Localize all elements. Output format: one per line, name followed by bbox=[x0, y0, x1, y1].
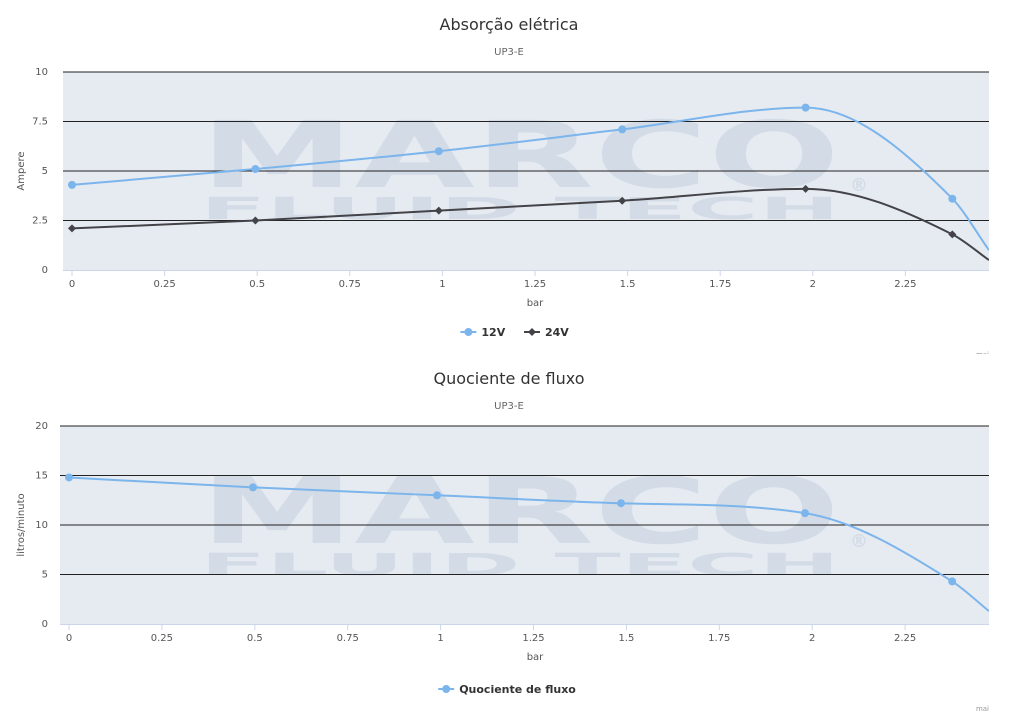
data-point bbox=[434, 206, 443, 215]
legend: 12V 24V bbox=[460, 326, 569, 339]
legend-symbol-marker bbox=[442, 685, 451, 693]
x-tick-label: 1.5 bbox=[620, 279, 636, 290]
watermark-registered: ® bbox=[850, 175, 868, 196]
x-tick-label: 0.75 bbox=[339, 279, 361, 290]
x-tick-label: 0 bbox=[66, 633, 72, 644]
y-tick-label: 5 bbox=[42, 570, 48, 581]
data-point bbox=[948, 577, 957, 586]
x-tick-label: 1.75 bbox=[709, 279, 731, 290]
x-tick-label: 0.25 bbox=[153, 279, 175, 290]
x-tick-label: 2 bbox=[810, 279, 816, 290]
series-12v bbox=[68, 103, 989, 251]
legend-symbol-marker bbox=[464, 328, 473, 336]
chart-credit: mai bbox=[976, 351, 989, 354]
legend-item[interactable]: Quociente de fluxo bbox=[438, 683, 576, 696]
legend-label: 12V bbox=[481, 326, 505, 339]
data-point bbox=[617, 499, 625, 508]
data-point bbox=[948, 194, 957, 203]
y-tick-label: 20 bbox=[35, 421, 48, 432]
y-tick-label: 5 bbox=[42, 166, 48, 177]
data-point bbox=[801, 103, 810, 112]
data-point bbox=[433, 491, 441, 500]
x-tick-label: 2 bbox=[809, 633, 815, 644]
x-tick-label: 1.5 bbox=[618, 633, 634, 644]
x-tick-label: 0.5 bbox=[247, 633, 263, 644]
series-quociente-de-fluxo bbox=[65, 473, 989, 612]
chart-title: Quociente de fluxo bbox=[433, 369, 584, 388]
x-tick-label: 2.25 bbox=[894, 633, 916, 644]
x-tick-label: 0 bbox=[69, 279, 75, 290]
legend: Quociente de fluxo bbox=[438, 683, 576, 696]
data-point bbox=[801, 184, 810, 193]
chart-subtitle: UP3-E bbox=[494, 47, 524, 58]
x-tick-label: 2.25 bbox=[894, 279, 916, 290]
y-axis-title: litros/minuto bbox=[16, 493, 27, 556]
legend-symbol-marker bbox=[528, 328, 536, 336]
legend-label: Quociente de fluxo bbox=[459, 683, 576, 696]
y-axis-title: Ampere bbox=[16, 151, 27, 190]
legend-label: 24V bbox=[545, 326, 569, 339]
x-axis-title: bar bbox=[527, 298, 544, 309]
y-tick-label: 7.5 bbox=[32, 117, 48, 128]
y-tick-label: 0 bbox=[42, 265, 48, 276]
series-24v bbox=[68, 184, 989, 261]
y-tick-label: 2.5 bbox=[32, 216, 48, 227]
x-tick-label: 1.25 bbox=[524, 279, 546, 290]
chart-subtitle: UP3-E bbox=[494, 401, 524, 412]
data-point bbox=[251, 216, 260, 225]
x-axis-title: bar bbox=[527, 652, 544, 663]
x-tick-label: 1 bbox=[437, 633, 443, 644]
chart-title: Absorção elétrica bbox=[440, 15, 579, 34]
data-point bbox=[68, 224, 76, 233]
x-tick-label: 0.25 bbox=[151, 633, 173, 644]
legend-item[interactable]: 24V bbox=[524, 326, 569, 339]
legend-item[interactable]: 12V bbox=[460, 326, 506, 339]
chart-credit: mai bbox=[976, 705, 989, 713]
watermark-registered: ® bbox=[850, 531, 868, 552]
data-point bbox=[801, 509, 809, 518]
x-tick-label: 1.75 bbox=[708, 633, 730, 644]
x-tick-label: 1 bbox=[439, 279, 445, 290]
y-tick-label: 0 bbox=[42, 619, 48, 630]
data-point bbox=[434, 147, 443, 156]
data-point bbox=[948, 230, 957, 239]
y-tick-label: 15 bbox=[35, 471, 48, 482]
y-tick-label: 10 bbox=[35, 67, 48, 78]
data-point bbox=[65, 473, 73, 482]
watermark-subtext: FLUID TECH bbox=[200, 192, 840, 227]
watermark-subtext: FLUID TECH bbox=[200, 548, 840, 583]
data-point bbox=[251, 165, 260, 174]
x-tick-label: 1.25 bbox=[522, 633, 544, 644]
data-point bbox=[68, 180, 76, 189]
data-point bbox=[618, 125, 627, 134]
x-tick-label: 0.75 bbox=[337, 633, 359, 644]
x-tick-label: 0.5 bbox=[249, 279, 265, 290]
y-tick-label: 10 bbox=[35, 520, 48, 531]
data-point bbox=[618, 196, 627, 205]
data-point bbox=[249, 483, 257, 492]
